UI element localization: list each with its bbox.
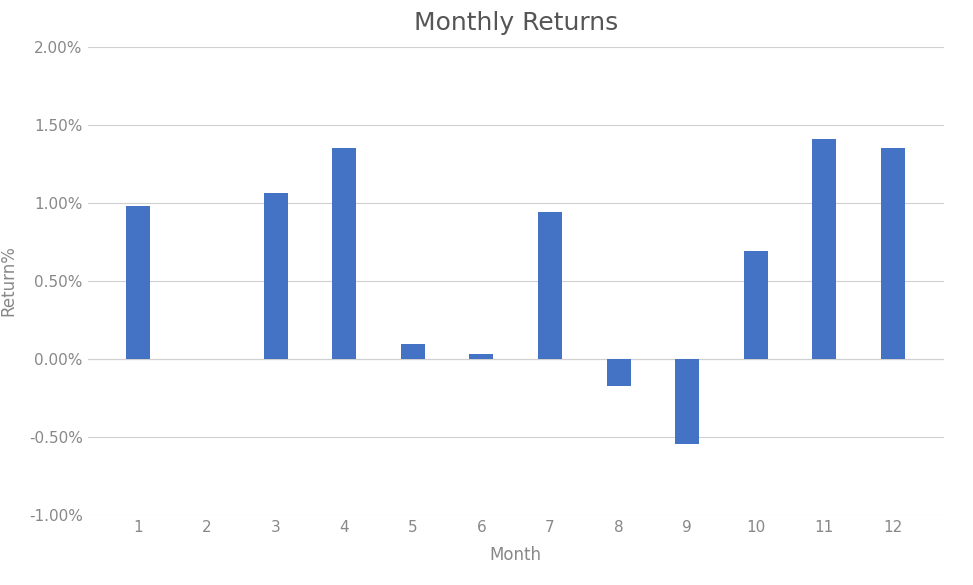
Y-axis label: Return%: Return%	[0, 245, 18, 316]
Bar	[264, 194, 288, 359]
Bar	[675, 359, 700, 444]
Bar	[538, 212, 562, 359]
Bar	[881, 148, 905, 359]
Title: Monthly Returns: Monthly Returns	[414, 11, 618, 35]
Bar	[606, 359, 631, 386]
Bar	[126, 206, 151, 359]
Bar	[401, 345, 425, 359]
Bar	[743, 251, 768, 359]
Bar	[812, 139, 837, 359]
X-axis label: Month: Month	[489, 546, 542, 564]
Bar	[469, 354, 493, 359]
Bar	[332, 148, 356, 359]
